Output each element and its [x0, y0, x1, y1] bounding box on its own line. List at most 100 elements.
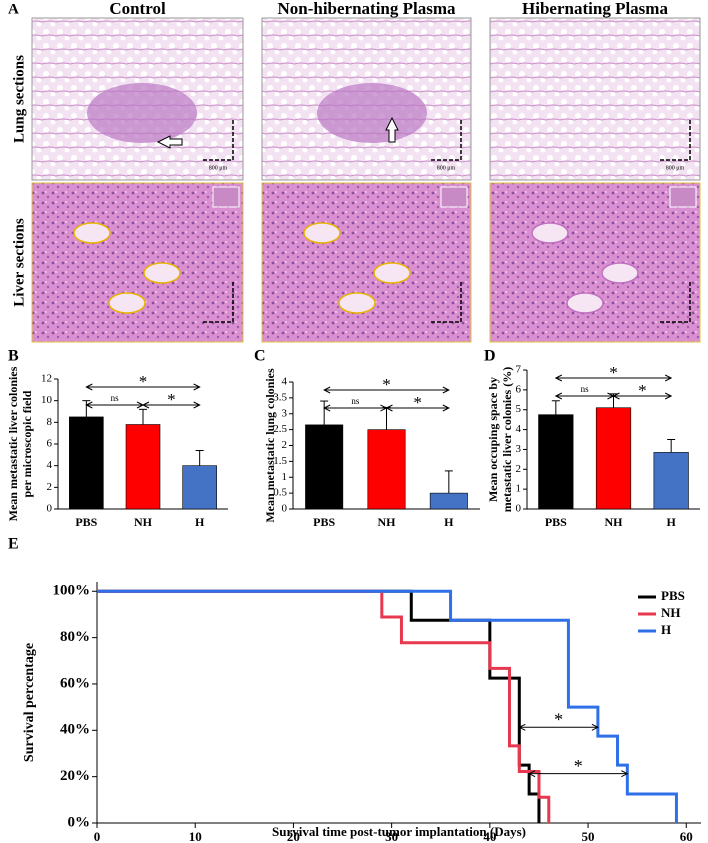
y-tick-label: 12 — [41, 373, 52, 385]
comparison-arrow — [323, 386, 450, 394]
y-axis-title: Mean metastatic liver colonies — [6, 366, 20, 521]
column-title: Hibernating Plasma — [522, 0, 668, 18]
inset — [440, 186, 468, 208]
bar — [69, 416, 104, 510]
row-label: Liver sections — [11, 218, 27, 307]
y-tick-label: 4 — [47, 459, 53, 471]
y-tick-label: 2 — [282, 439, 288, 451]
scale-bar — [660, 282, 691, 323]
y-tick-label: 0 — [282, 503, 288, 515]
significance-label: ns — [111, 393, 120, 403]
bar — [595, 407, 632, 510]
scale-bar — [431, 120, 462, 161]
panel-label: A — [8, 1, 19, 17]
y-axis-title: Survival percentage — [22, 643, 37, 762]
x-tick-label: PBS — [75, 515, 97, 529]
colony-outline — [338, 292, 376, 314]
x-tick-label: 30 — [385, 829, 398, 843]
x-tick-label: NH — [378, 515, 397, 529]
tumor-region — [87, 83, 197, 143]
scale-bar-label: 800 μm — [209, 165, 228, 171]
x-tick-label: NH — [134, 515, 153, 529]
x-tick-label: 0 — [94, 829, 101, 843]
arrow — [156, 135, 183, 149]
y-tick-label: 100% — [53, 583, 91, 599]
scale-bar-label: 800 μm — [437, 165, 456, 171]
x-tick-label: 20 — [287, 829, 300, 843]
panel-label: D — [484, 348, 496, 365]
colony-outline — [531, 222, 569, 244]
significance-label: * — [554, 709, 563, 729]
y-tick-label: 1 — [282, 471, 288, 483]
y-tick-label: 2 — [516, 463, 522, 475]
bar — [125, 424, 161, 510]
legend-label: PBS — [661, 588, 685, 603]
y-tick-label: 1 — [516, 483, 522, 495]
x-tick-label: H — [666, 515, 676, 529]
y-tick-label: 5 — [516, 403, 522, 415]
scale-bar — [431, 282, 462, 323]
micrograph — [261, 182, 472, 343]
arrow — [385, 116, 399, 143]
colony-outline — [601, 262, 639, 284]
y-tick-label: 8 — [47, 416, 53, 428]
y-tick-label: 0% — [68, 814, 91, 830]
inset — [669, 186, 697, 208]
x-tick-label: NH — [605, 515, 624, 529]
panel-label: C — [254, 348, 266, 365]
y-tick-label: 80% — [60, 629, 90, 645]
survival-curve — [97, 589, 551, 823]
survival-curve — [97, 589, 678, 823]
bar — [653, 452, 689, 510]
comparison-arrow — [141, 401, 201, 409]
scale-bar — [660, 120, 691, 161]
y-axis-title: Mean metastatic lung colonies — [263, 368, 277, 523]
y-tick-label: 2 — [47, 481, 53, 493]
y-tick-label: 4 — [282, 376, 288, 388]
comparison-arrow — [385, 404, 450, 412]
scale-bar — [203, 120, 234, 161]
significance-label: * — [638, 381, 647, 400]
y-tick-label: 1.5 — [273, 455, 287, 467]
significance-label: * — [609, 363, 618, 382]
bar — [182, 465, 217, 510]
significance-label: * — [413, 393, 422, 412]
y-axis-title: per microscopic field — [20, 390, 34, 497]
y-tick-label: 0 — [516, 503, 522, 515]
significance-label: ns — [351, 396, 360, 406]
y-tick-label: 3 — [282, 407, 288, 419]
significance-label: * — [382, 375, 391, 394]
y-axis-title: Mean occuping space by — [486, 377, 500, 502]
x-tick-label: H — [195, 515, 205, 529]
legend-label: NH — [661, 605, 681, 620]
x-tick-label: 60 — [680, 829, 693, 843]
bar — [367, 429, 406, 510]
y-tick-label: 3.5 — [273, 391, 287, 403]
x-tick-label: 50 — [582, 829, 595, 843]
panel-label: B — [8, 348, 19, 365]
x-axis-title: Survival time post-tumor implantation (D… — [272, 824, 526, 839]
significance-label: * — [139, 372, 148, 391]
colony-outline — [73, 222, 111, 244]
x-tick-label: H — [444, 515, 454, 529]
legend-label: H — [661, 622, 671, 637]
x-tick-label: 10 — [189, 829, 202, 843]
survival-curve — [97, 589, 541, 823]
column-title: Control — [109, 0, 166, 18]
y-tick-label: 10 — [41, 394, 53, 406]
scale-bar-label: 800 μm — [666, 165, 685, 171]
y-tick-label: 60% — [60, 675, 90, 691]
comparison-arrow — [612, 392, 673, 400]
micrograph — [489, 182, 701, 343]
scale-bar — [203, 282, 234, 323]
colony-outline — [143, 262, 181, 284]
y-tick-label: 40% — [60, 722, 90, 738]
y-tick-label: 7 — [516, 364, 522, 376]
y-tick-label: 4 — [516, 423, 522, 435]
micrograph — [489, 17, 701, 181]
row-label: Lung sections — [11, 55, 27, 143]
tumor-region — [317, 83, 427, 143]
bar — [538, 414, 574, 510]
colony-outline — [566, 292, 604, 314]
